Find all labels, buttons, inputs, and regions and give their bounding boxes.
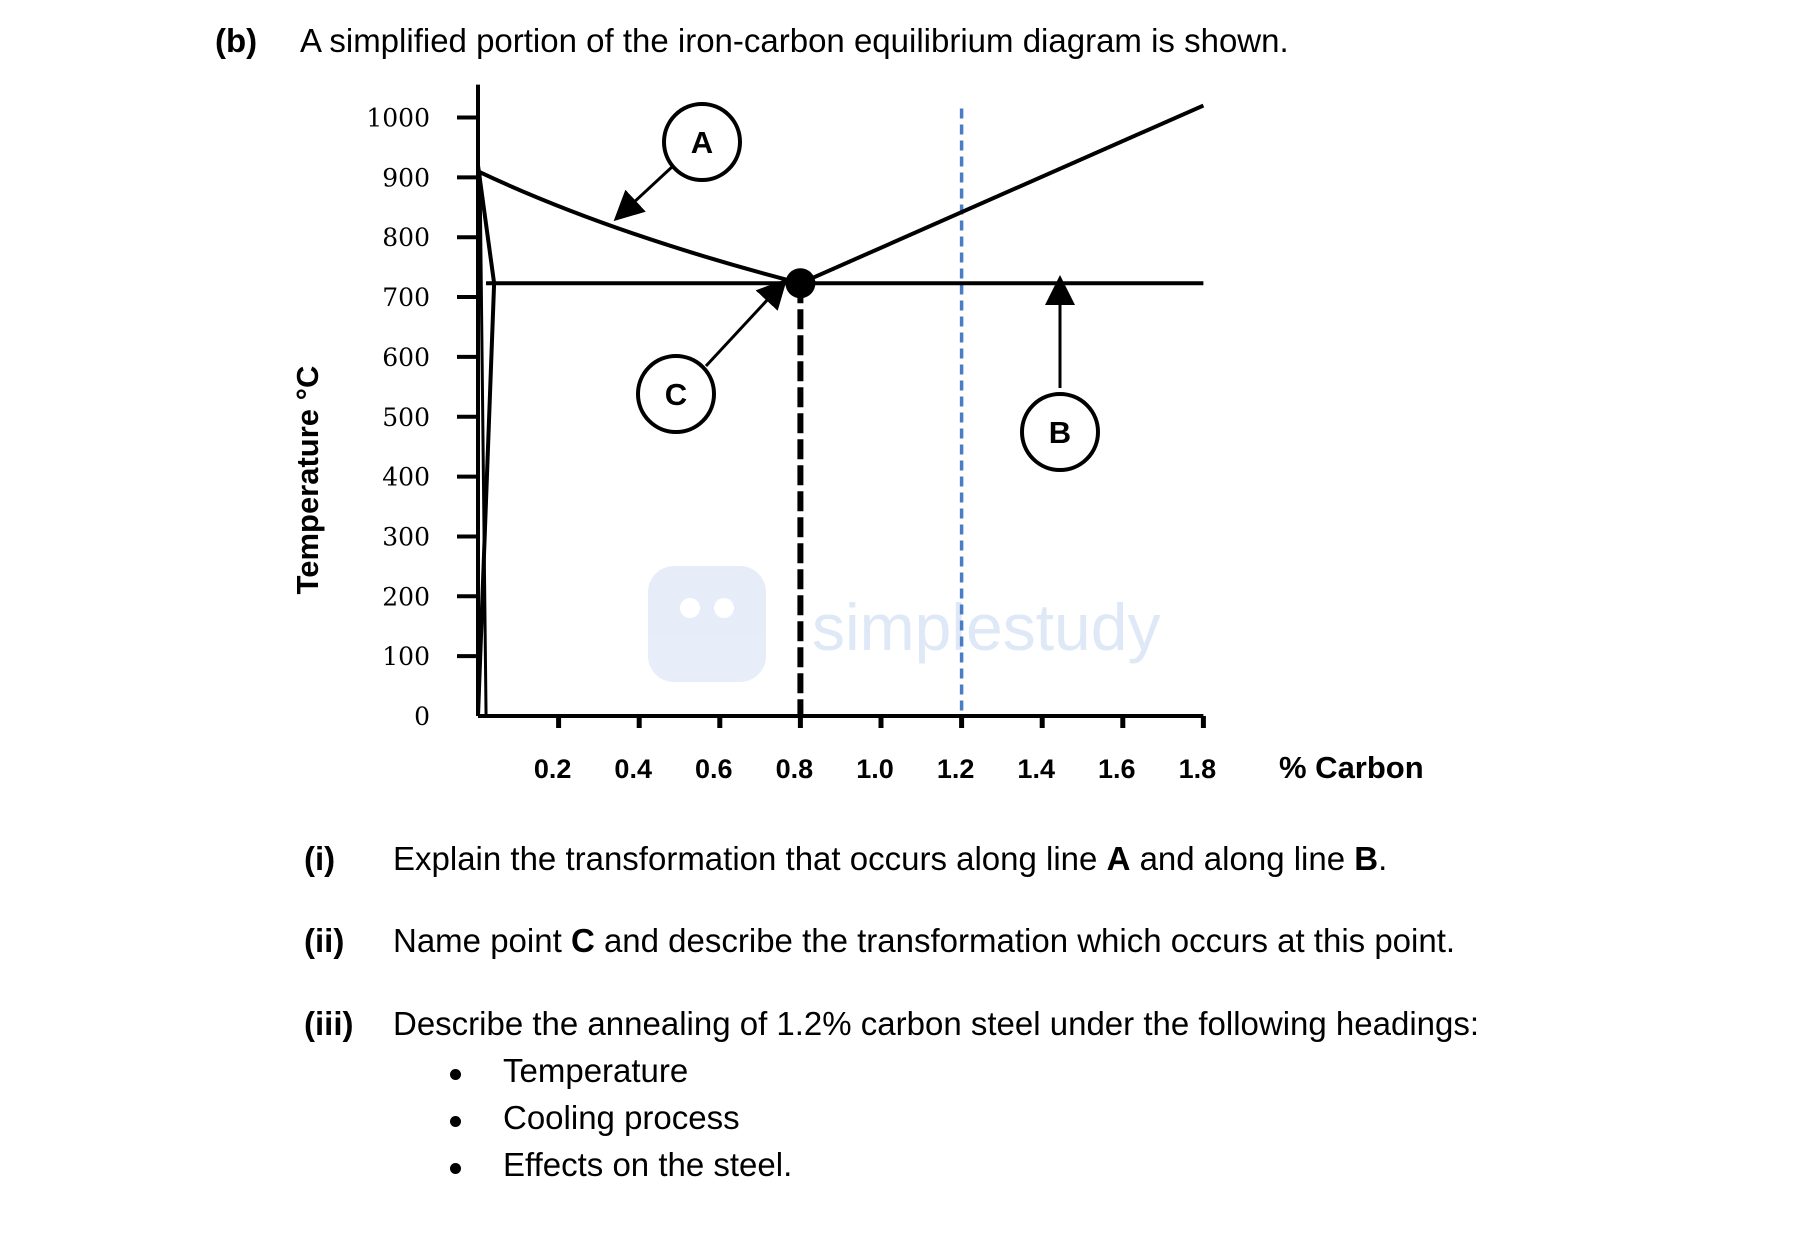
watermark-logo-icon [648,566,766,682]
question-text: Name point C and describe the transforma… [393,922,1455,960]
x-tick-label: 1.4 [1017,754,1055,784]
part-label: (b) [215,22,258,59]
y-tick-label: 400 [382,463,430,492]
question-text-segment: Describe the annealing of 1.2% carbon st… [393,1005,1480,1042]
question-text-segment: and describe the transformation which oc… [594,922,1456,959]
question-number: (i) [304,840,336,877]
acm-line [799,103,1205,286]
y-tick-label: 1000 [366,104,430,133]
iron-carbon-diagram: simplestudy 1000900800700600500400300200… [290,84,1424,785]
solvus-line [478,171,488,717]
x-tick-label: 0.4 [614,754,652,784]
y-tick-label: 100 [382,642,430,671]
bullet-dot-icon [450,1116,461,1127]
y-tick-label: 600 [382,343,430,372]
y-axis-title: Temperature °C [290,366,325,595]
question-text-emphasis: A [1106,840,1131,877]
annotations: A C B [613,102,1100,472]
ferrite-boundary-lines [476,165,497,717]
phase-lines [476,103,1205,717]
line-a-curve [477,169,801,286]
y-tick-label: 900 [382,163,430,192]
x-tick-label: 1.0 [856,754,894,784]
question-text: Describe the annealing of 1.2% carbon st… [393,1005,1479,1043]
question-number: (ii) [304,922,345,959]
y-tick-label: 0 [414,702,430,731]
bullet-item: Cooling process [503,1099,740,1136]
question-text-segment: Explain the transformation that occurs a… [393,840,1107,877]
x-tick-label: 1.6 [1098,754,1136,784]
label-c-arrow [704,278,788,368]
x-tick-label: 1.2 [937,754,975,784]
label-b-circle [1020,392,1100,472]
label-a-text: A [691,125,713,160]
question-text-emphasis: C [570,922,595,959]
y-tick-label: 300 [382,522,430,551]
x-tick-label: 0.2 [534,754,572,784]
question-text: Explain the transformation that occurs a… [393,840,1387,878]
label-b-text: B [1049,415,1071,450]
question-text-segment: . [1378,840,1388,877]
y-tick-label: 500 [382,403,430,432]
bullet-item: Effects on the steel. [503,1146,793,1183]
label-a-arrow [613,164,675,222]
label-c-text: C [665,377,687,412]
x-tick-label: 0.8 [776,754,814,784]
x-tick-label: 0.6 [695,754,733,784]
eutectoid-point [785,268,816,299]
y-tick-label: 700 [382,283,430,312]
x-axis-title: % Carbon [1279,750,1424,785]
label-a-circle [662,102,742,182]
y-tick-label: 200 [382,582,430,611]
question-text-segment: and along line [1130,840,1355,877]
question-text-segment: Name point [393,922,571,959]
question-number: (iii) [304,1005,354,1042]
watermark: simplestudy [648,566,1160,682]
bullet-item: Temperature [503,1052,689,1089]
intro-text: A simplified portion of the iron-carbon … [300,22,1289,59]
watermark-text: simplestudy [812,590,1160,664]
y-tick-label: 800 [382,223,430,252]
bullet-dot-icon [450,1163,461,1174]
x-tick-label: 1.8 [1179,754,1217,784]
label-c-circle [636,354,716,434]
question-text-emphasis: B [1354,840,1379,877]
bullet-dot-icon [450,1069,461,1080]
